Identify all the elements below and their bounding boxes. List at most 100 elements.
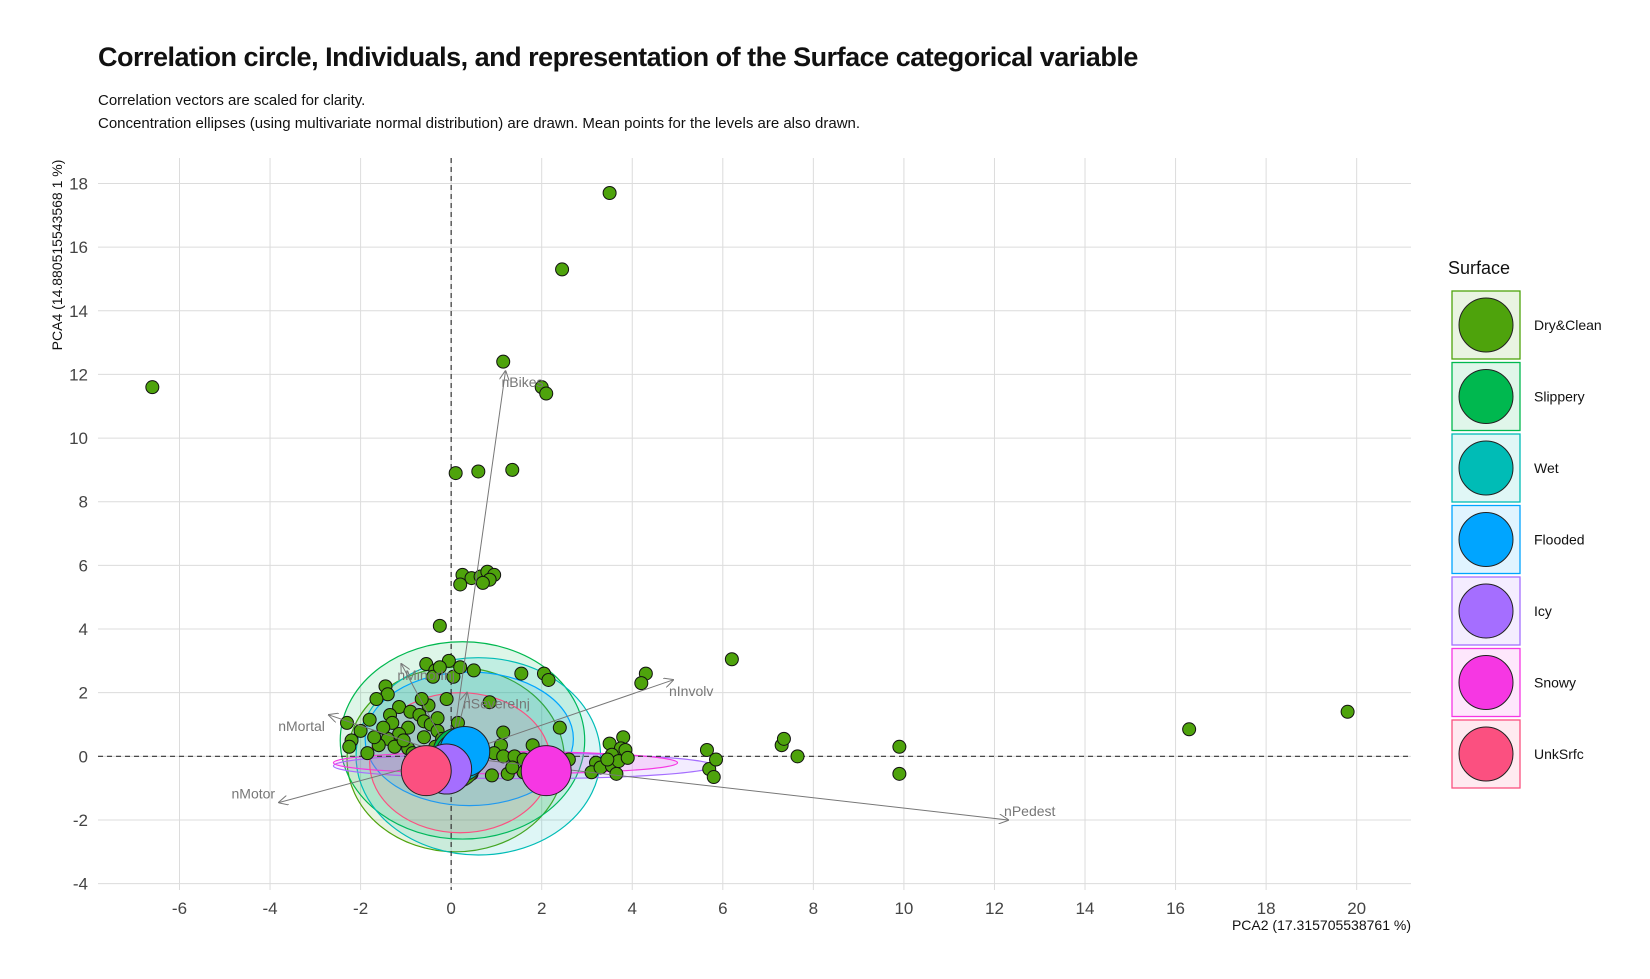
data-point: [555, 262, 570, 277]
data-point: [353, 723, 368, 738]
x-tick-label: 16: [1166, 899, 1185, 918]
y-tick-label: -4: [73, 875, 88, 894]
legend-key-circle: [1458, 297, 1514, 353]
individual-points: [145, 186, 1355, 785]
legend-key-circle: [1458, 726, 1514, 782]
axis-ticks: -6 -4 -2 0 2 4 6 8 10 12 14 16 18 20 -4 -2 0 2 4 6 8 10 12 14 16…: [69, 174, 1366, 918]
y-tick-label: 18: [69, 174, 88, 193]
data-point: [448, 466, 463, 481]
y-tick-label: 4: [79, 620, 88, 639]
data-point: [342, 739, 357, 754]
data-point: [602, 186, 617, 201]
legend-label: Flooded: [1534, 532, 1585, 548]
y-tick-label: 16: [69, 238, 88, 257]
data-point: [484, 768, 499, 783]
data-point: [892, 766, 907, 781]
data-point: [426, 669, 441, 684]
legend-label: UnkSrfc: [1534, 746, 1584, 762]
data-point: [453, 577, 468, 592]
data-point: [634, 676, 649, 691]
data-point: [514, 666, 529, 681]
y-tick-label: 10: [69, 429, 88, 448]
legend-item-dryclean: Dry&Clean: [1451, 290, 1602, 360]
data-point: [414, 692, 429, 707]
data-point: [482, 695, 497, 710]
vector-label-nBikes: nBikes: [501, 374, 543, 390]
grid-lines: [98, 158, 1411, 890]
legend-key-circle: [1458, 655, 1514, 710]
legend-key-circle: [1458, 369, 1514, 424]
x-tick-label: 6: [718, 899, 727, 918]
x-tick-label: 8: [809, 899, 818, 918]
data-point: [496, 354, 511, 369]
data-point: [369, 692, 384, 707]
x-tick-label: -2: [353, 899, 368, 918]
legend-label: Snowy: [1534, 675, 1576, 691]
data-point: [699, 742, 714, 757]
legend-item-flooded: Flooded: [1451, 504, 1585, 575]
y-tick-label: 0: [79, 747, 88, 766]
vector-label-nInvolv: nInvolv: [669, 683, 713, 699]
data-point: [505, 462, 520, 477]
level-mean-points: [400, 726, 572, 797]
legend-label: Slippery: [1534, 389, 1585, 405]
data-point: [362, 712, 377, 727]
x-tick-label: 20: [1347, 899, 1366, 918]
x-tick-label: -6: [172, 899, 187, 918]
y-tick-label: 12: [69, 365, 88, 384]
legend-label: Dry&Clean: [1534, 317, 1602, 333]
data-point: [466, 663, 481, 678]
x-tick-label: 14: [1076, 899, 1095, 918]
data-point: [471, 464, 486, 479]
data-point: [505, 760, 520, 775]
data-point: [539, 386, 554, 401]
x-axis-title: PCA2 (17.315705538761 %): [1232, 917, 1411, 933]
data-point: [620, 750, 635, 765]
x-tick-label: 0: [446, 899, 455, 918]
data-point: [376, 720, 391, 735]
x-tick-label: -4: [262, 899, 277, 918]
chart-title: Correlation circle, Individuals, and rep…: [98, 42, 1138, 72]
mean-point-snowy: [520, 745, 572, 797]
data-point: [790, 749, 805, 764]
vector-label-nSevereInj: nSevereInj: [463, 696, 530, 712]
legend-label: Icy: [1534, 603, 1552, 619]
data-point: [541, 672, 556, 687]
x-tick-label: 2: [537, 899, 546, 918]
data-point: [475, 575, 490, 590]
data-point: [416, 730, 431, 745]
data-point: [709, 752, 724, 767]
x-tick-label: 12: [985, 899, 1004, 918]
y-tick-label: 8: [79, 493, 88, 512]
data-point: [609, 766, 624, 781]
mean-point-unksrfc: [400, 745, 452, 797]
vector-label-nPedest: nPedest: [1004, 803, 1055, 819]
y-tick-label: 2: [79, 684, 88, 703]
data-point: [432, 660, 447, 675]
legend: Surface Dry&Clean Slippery Wet Flooded Icy Sn…: [1448, 258, 1602, 789]
data-point: [439, 692, 454, 707]
legend-title: Surface: [1448, 258, 1510, 278]
legend-label: Wet: [1534, 460, 1559, 476]
data-point: [776, 731, 791, 746]
legend-key-circle: [1458, 512, 1514, 567]
y-axis-title: PCA4 (14.880515543568 1 %): [49, 160, 65, 351]
vector-label-nMotor: nMotor: [232, 785, 276, 801]
data-point: [432, 618, 447, 633]
y-tick-label: 6: [79, 556, 88, 575]
x-tick-label: 4: [628, 899, 637, 918]
x-tick-label: 18: [1257, 899, 1276, 918]
data-point: [1340, 704, 1355, 719]
chart-subtitle-line-2: Concentration ellipses (using multivaria…: [98, 115, 861, 132]
data-point: [552, 720, 567, 735]
legend-item-wet: Wet: [1451, 433, 1559, 503]
data-point: [706, 770, 721, 785]
legend-item-snowy: Snowy: [1451, 647, 1576, 718]
data-point: [446, 669, 461, 684]
data-point: [724, 652, 739, 667]
legend-key-circle: [1458, 440, 1514, 496]
data-point: [145, 380, 160, 395]
y-tick-label: 14: [69, 302, 88, 321]
y-tick-label: -2: [73, 811, 88, 830]
